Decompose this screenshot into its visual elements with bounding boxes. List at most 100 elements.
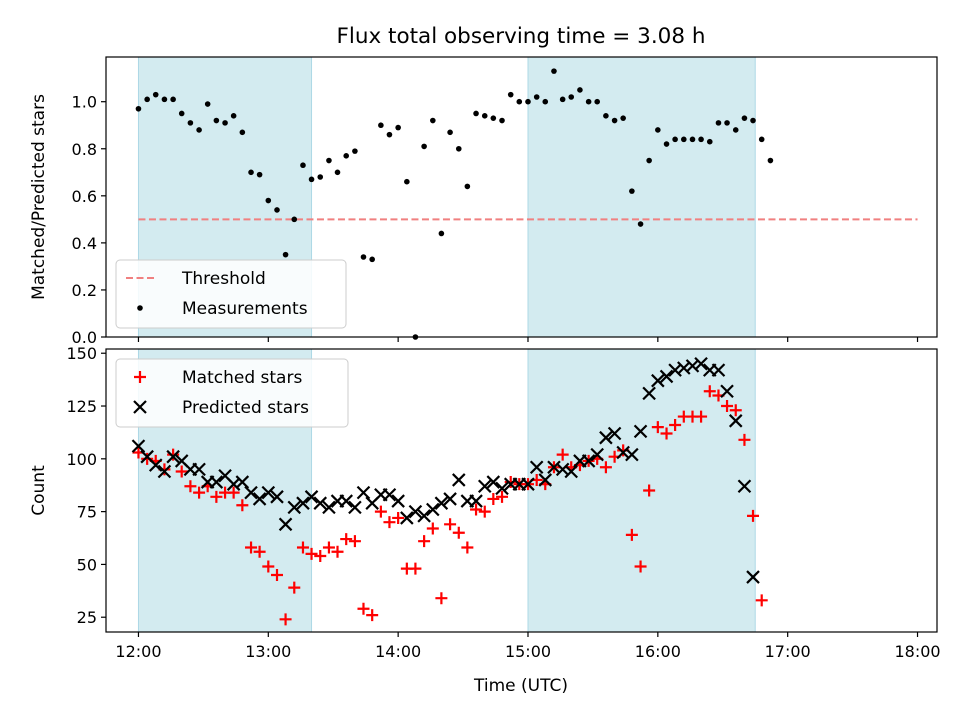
measurement-point <box>447 129 453 136</box>
measurement-point <box>282 251 289 258</box>
predicted-star-point <box>599 430 613 445</box>
predicted-star-point <box>452 473 466 487</box>
measurement-point <box>568 94 575 100</box>
x-tick-label: 14:00 <box>375 642 421 661</box>
matched-star-point <box>357 602 370 615</box>
measurement-point <box>516 98 523 105</box>
matched-star-point <box>703 385 716 398</box>
matched-star-point <box>599 461 612 474</box>
measurement-point <box>577 87 583 93</box>
measurement-point <box>196 127 202 133</box>
measurement-point <box>161 96 168 103</box>
measurement-point <box>750 117 756 124</box>
measurement-point <box>481 113 488 119</box>
matched-star-point <box>314 549 327 562</box>
matched-star-point <box>643 484 656 497</box>
matched-star-point <box>271 568 284 581</box>
predicted-star-point <box>261 485 276 500</box>
predicted-star-point <box>157 464 172 479</box>
predicted-star-point <box>564 464 579 479</box>
measurement-point <box>213 117 220 124</box>
predicted-star-point <box>322 500 336 515</box>
measurement-point <box>369 256 375 263</box>
x-tick-label: 16:00 <box>635 642 681 661</box>
measurement-point <box>308 176 315 183</box>
matched-star-point <box>556 448 569 461</box>
measurement-point <box>395 124 401 131</box>
matched-star-point <box>184 480 197 493</box>
predicted-star-point <box>590 447 604 462</box>
measurement-point <box>178 110 185 117</box>
y-tick-label: 125 <box>66 397 97 416</box>
matched-star-point <box>496 490 509 503</box>
measurement-point <box>681 136 687 143</box>
measurement-point <box>230 113 237 119</box>
measurement-point <box>490 115 497 121</box>
x-tick-label: 13:00 <box>245 642 291 661</box>
legend-predicted-symbol <box>133 400 147 414</box>
measurement-point <box>455 145 462 152</box>
bottom-panel: 25 50 75 100 125 150 12:00 13:00 14:00 15:00 16:00… <box>29 344 941 661</box>
predicted-star-point <box>607 426 622 441</box>
predicted-star-point <box>339 494 353 508</box>
matched-star-point <box>210 490 223 503</box>
predicted-star-point <box>417 509 431 523</box>
predicted-star-point <box>625 447 639 462</box>
matched-star-point <box>167 448 180 461</box>
matched-star-point <box>461 541 474 554</box>
predicted-star-point <box>235 475 250 489</box>
predicted-star-point <box>148 458 163 472</box>
predicted-star-point <box>348 500 362 515</box>
legend-box <box>115 259 347 329</box>
matched-star-point <box>193 486 206 499</box>
measurement-point <box>430 117 436 124</box>
measurement-point <box>603 113 609 119</box>
matched-star-point <box>409 562 422 575</box>
predicted-star-point <box>192 462 206 477</box>
measurement-point <box>473 110 479 117</box>
measurement-point <box>248 169 254 176</box>
matched-star-point <box>478 505 491 518</box>
predicted-star-point <box>728 414 743 428</box>
predicted-star-point <box>746 570 760 584</box>
predicted-star-point <box>391 494 405 508</box>
y-tick-label: 1.0 <box>72 93 97 112</box>
x-tick-label: 15:00 <box>505 642 551 661</box>
top-panel: 0.0 0.2 0.4 0.6 0.8 1.0 Matched/Predicted star… <box>29 56 938 347</box>
matched-star-point <box>487 492 500 505</box>
measurement-point <box>637 221 644 227</box>
predicted-star-point <box>356 485 371 500</box>
y-tick-label: 25 <box>77 608 97 627</box>
predicted-star-point <box>434 496 449 510</box>
matched-star-point <box>392 511 405 524</box>
predicted-star-point <box>477 479 492 494</box>
predicted-star-point <box>642 386 656 401</box>
matched-star-point <box>634 560 647 573</box>
measurement-point <box>542 98 549 105</box>
measurement-point <box>170 96 176 103</box>
predicted-star-point <box>443 492 457 506</box>
predicted-star-point <box>408 504 423 519</box>
predicted-star-point <box>495 481 509 496</box>
measurement-point <box>655 127 661 133</box>
matched-star-point <box>279 613 292 626</box>
measurement-point <box>421 143 427 150</box>
predicted-star-point <box>659 369 674 384</box>
x-tick-label: 18:00 <box>894 642 940 661</box>
matched-star-point <box>729 404 742 417</box>
predicted-star-point <box>694 357 708 371</box>
legend-label: Measurements <box>182 299 308 319</box>
measurement-point <box>386 131 393 138</box>
legend-box <box>115 358 349 428</box>
measurement-point <box>706 138 713 145</box>
measurement-point <box>352 148 358 154</box>
matched-star-point <box>296 541 309 554</box>
bottom-axes-frame <box>105 348 938 633</box>
matched-star-point <box>738 433 751 446</box>
matched-star-point <box>374 505 387 518</box>
y-tick-label: 0.6 <box>72 187 97 206</box>
measurement-point <box>464 183 471 190</box>
measurement-point <box>404 178 410 185</box>
measurement-point <box>256 171 263 178</box>
